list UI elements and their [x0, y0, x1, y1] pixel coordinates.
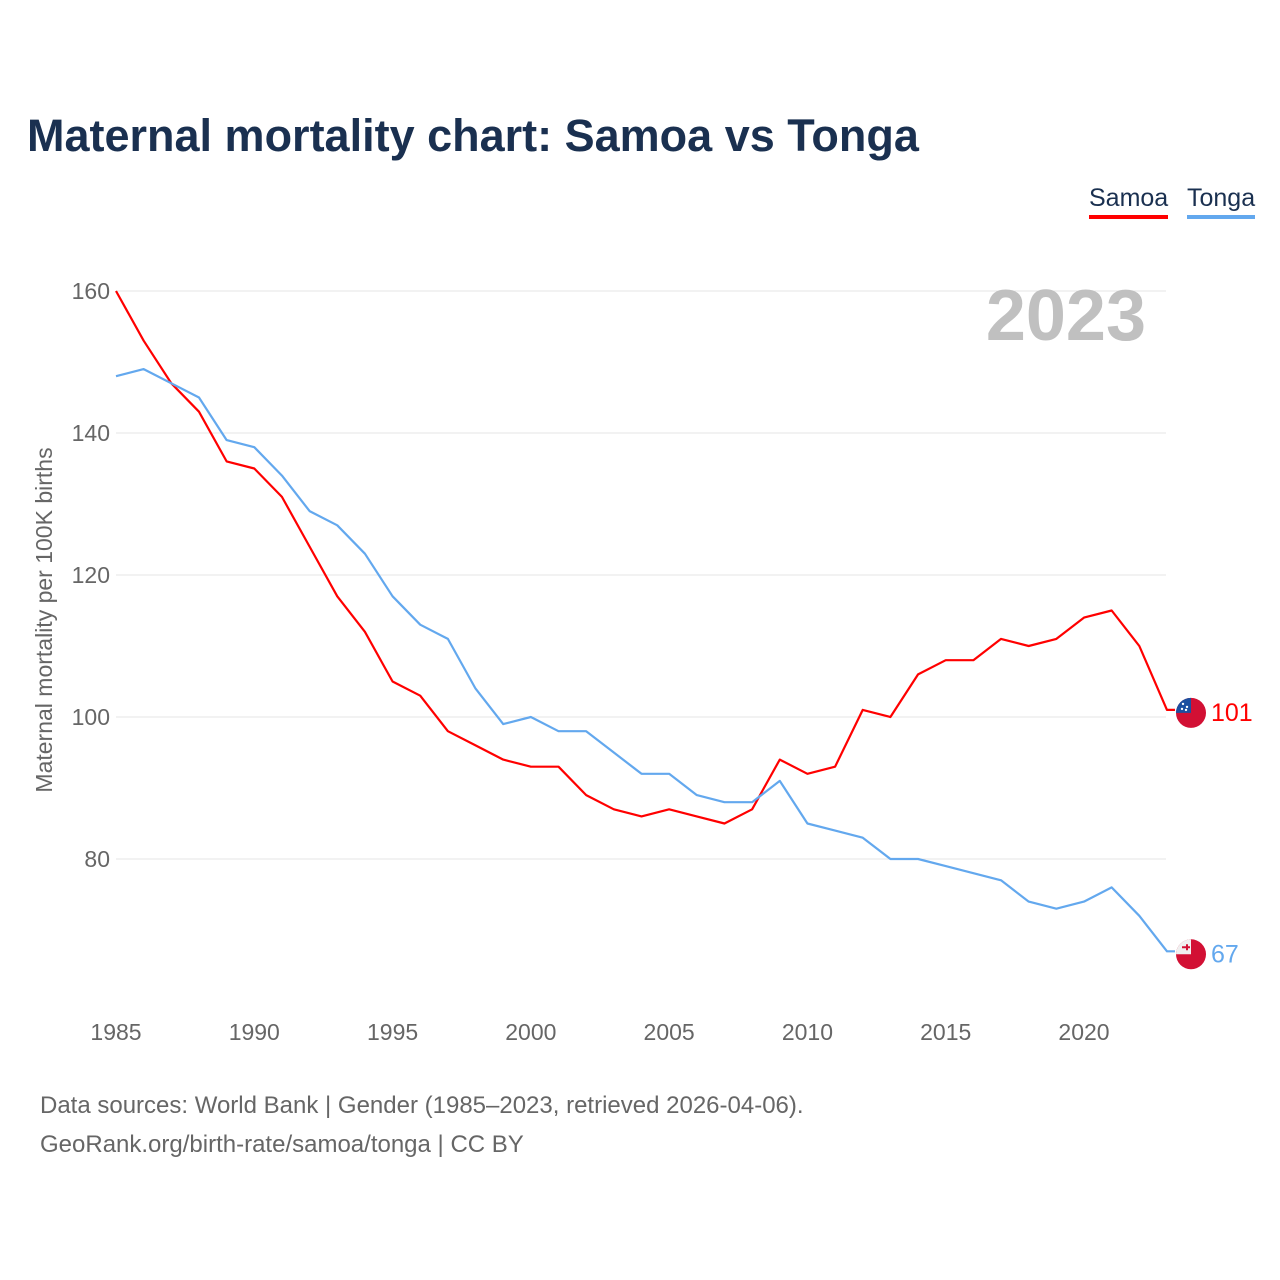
flag-star	[1185, 705, 1189, 709]
y-tick-label: 100	[72, 704, 110, 730]
y-tick-label: 160	[72, 278, 110, 304]
footer: Data sources: World Bank | Gender (1985–…	[40, 1086, 804, 1164]
x-tick-label: 2010	[782, 1019, 833, 1045]
legend-tonga[interactable]: Tonga	[1187, 184, 1256, 219]
x-tick-label: 2000	[505, 1019, 556, 1045]
series-line-tonga	[115, 368, 1175, 953]
end-value-label-samoa: 101	[1211, 699, 1253, 727]
footer-source: Data sources: World Bank | Gender (1985–…	[40, 1092, 804, 1119]
series-line-samoa	[115, 290, 1175, 825]
x-tick-label: 2020	[1058, 1019, 1109, 1045]
flag-cross	[1182, 944, 1190, 951]
chart-title: Maternal mortality chart: Samoa vs Tonga	[27, 110, 919, 161]
x-tick-label: 2015	[920, 1019, 971, 1045]
y-tick-label: 140	[72, 420, 110, 446]
flag-star	[1180, 707, 1184, 711]
x-tick-label: 1985	[90, 1019, 141, 1045]
year-label: 2023	[986, 276, 1146, 356]
x-tick-label: 2005	[644, 1019, 695, 1045]
footer-link[interactable]: GeoRank.org/birth-rate/samoa/tonga | CC …	[40, 1131, 524, 1158]
y-axis-label: Maternal mortality per 100K births	[31, 447, 57, 792]
y-tick-label: 120	[72, 562, 110, 588]
end-value-label-tonga: 67	[1211, 940, 1239, 968]
flag-canton	[1176, 697, 1191, 713]
flag-star	[1184, 708, 1188, 712]
flag-star	[1181, 702, 1185, 706]
x-tick-label: 1990	[229, 1019, 280, 1045]
x-tick-label: 1995	[367, 1019, 418, 1045]
y-tick-label: 80	[84, 846, 110, 872]
legend-samoa[interactable]: Samoa	[1089, 184, 1169, 219]
